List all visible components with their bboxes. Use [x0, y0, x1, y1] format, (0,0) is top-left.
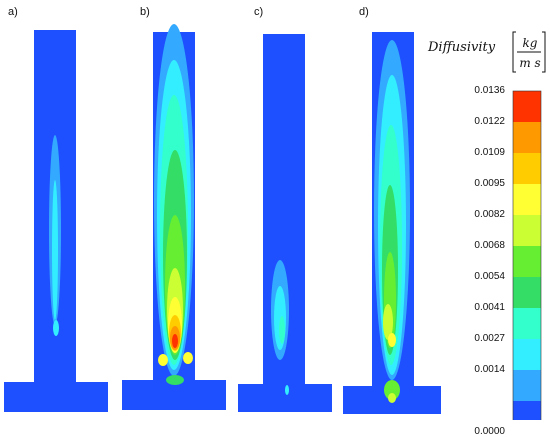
plume-b-edge-right	[183, 352, 193, 364]
unit-numerator: kg	[522, 36, 538, 50]
colorbar-swatch-5	[513, 246, 541, 277]
plume-a-inner	[52, 180, 58, 320]
colorbar-swatch-9	[513, 370, 541, 401]
plume-a-spot	[53, 320, 59, 336]
colorbar-swatch-1	[513, 122, 541, 153]
colorbar-swatch-3	[513, 184, 541, 215]
plume-d-spot	[388, 333, 396, 347]
colorbar-tick-label: 0.0136	[474, 85, 505, 96]
panel-d	[343, 32, 441, 414]
panel-label-d: d)	[359, 6, 369, 18]
colorbar-tick-label: 0.0041	[474, 302, 505, 313]
panel-label-c: c)	[254, 6, 264, 18]
colorbar-swatch-2	[513, 153, 541, 184]
unit-denominator: m s	[519, 56, 541, 70]
contour-panels	[4, 24, 441, 414]
panel-b	[122, 24, 226, 410]
base-b	[122, 380, 226, 410]
panel-label-a: a)	[8, 6, 18, 18]
colorbar-tick-label: 0.0082	[474, 209, 505, 220]
colorbar-frame	[512, 90, 542, 420]
colorbar-title: Diffusivity	[428, 40, 496, 55]
plume-d-l6	[383, 304, 393, 340]
colorbar-tick-label: 0.0095	[474, 178, 505, 189]
colorbar-tick-label: 0.0014	[474, 364, 505, 375]
colorbar-swatch-6	[513, 277, 541, 308]
plume-d-base-core	[388, 393, 396, 403]
panel-label-b: b)	[140, 6, 150, 18]
plume-b-base	[166, 375, 184, 385]
panel-a	[4, 30, 108, 412]
panel-c	[238, 34, 332, 412]
colorbar-tick-label: 0.0122	[474, 116, 505, 127]
plume-b-core	[172, 334, 178, 348]
colorbar-swatch-8	[513, 339, 541, 370]
colorbar-tick-label: 0.0027	[474, 333, 505, 344]
base-a	[4, 382, 108, 412]
plume-d-base	[384, 380, 400, 400]
unit-bracket	[512, 31, 546, 73]
plume-c-inner	[279, 316, 285, 344]
colorbar-tick-label: 0.0054	[474, 271, 505, 282]
colorbar-tick-label: 0.0109	[474, 147, 505, 158]
colorbar	[512, 90, 542, 420]
base-c	[238, 384, 332, 412]
colorbar-swatch-7	[513, 308, 541, 339]
colorbar-swatch-4	[513, 215, 541, 246]
plume-c-base	[285, 385, 289, 395]
contour-figure	[4, 24, 542, 420]
colorbar-tick-label: 0.0000	[474, 426, 505, 437]
colorbar-tick-label: 0.0068	[474, 240, 505, 251]
plume-b-edge-left	[158, 354, 168, 366]
colorbar-swatch-0	[513, 91, 541, 122]
colorbar-swatch-10	[513, 401, 541, 420]
